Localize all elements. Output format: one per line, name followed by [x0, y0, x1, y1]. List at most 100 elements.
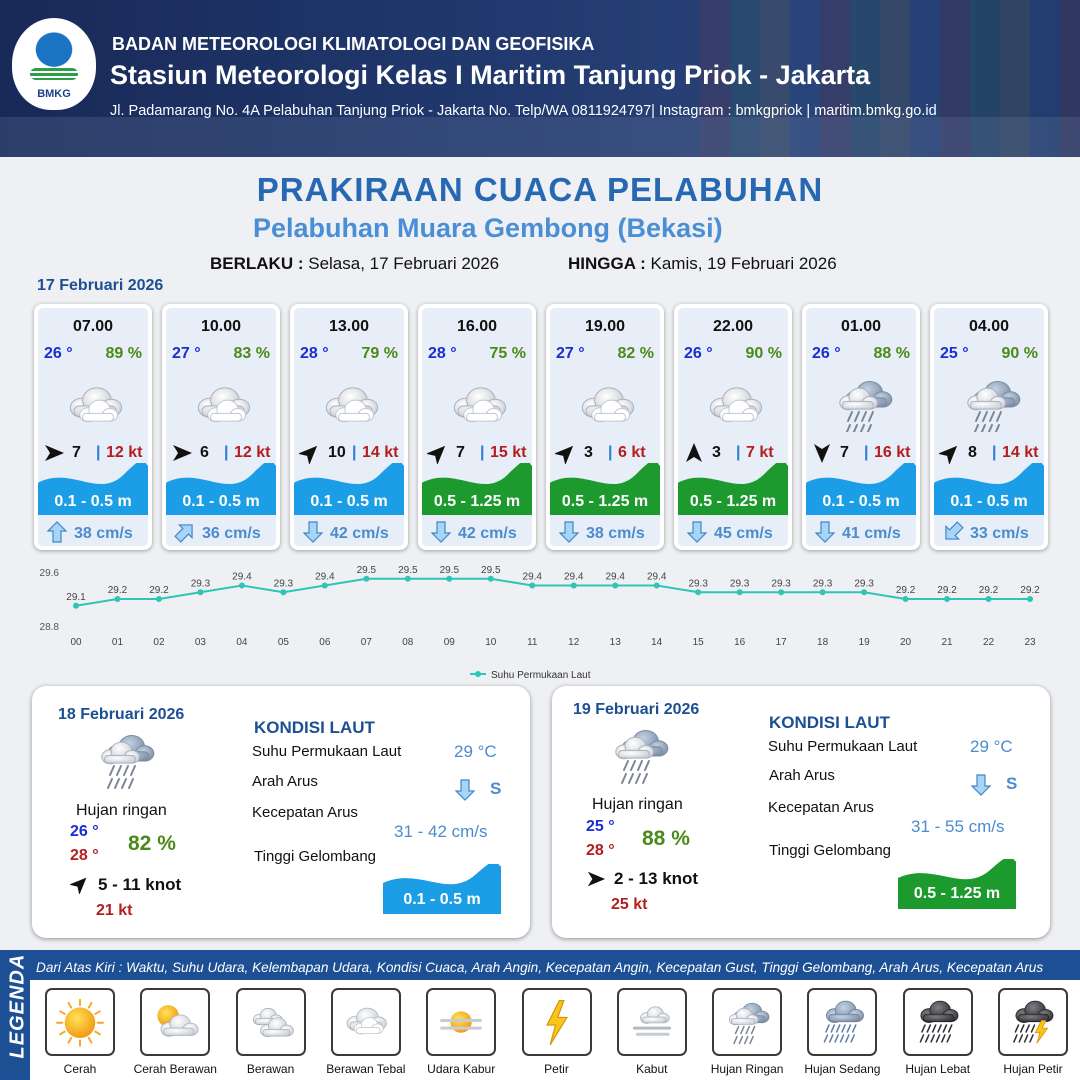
legend-tile — [712, 988, 783, 1056]
current-speed-value: 31 - 42 cm/s — [394, 822, 488, 841]
sst-point — [529, 582, 536, 589]
daily-gust: 25 kt — [611, 896, 648, 913]
sst-data-label: 29.2 — [108, 585, 128, 596]
wind-speed: 3 — [584, 444, 593, 461]
x-tick-label: 01 — [112, 637, 124, 648]
wind-direction-icon — [555, 445, 574, 464]
wind-direction-icon — [299, 445, 318, 464]
sst-point — [446, 575, 453, 582]
x-tick-label: 10 — [485, 637, 497, 648]
wind-direction-icon — [587, 871, 606, 887]
current-speed: 41 cm/s — [842, 525, 901, 542]
current-speed: 45 cm/s — [714, 525, 773, 542]
legend-label: LEGENDA — [6, 953, 29, 1059]
sst-data-label: 29.4 — [564, 572, 584, 583]
x-tick-label: 04 — [236, 637, 248, 648]
separator: | — [736, 444, 741, 461]
sst-point — [778, 589, 785, 596]
separator: | — [608, 444, 613, 461]
daily-temp-max: 28 ° — [586, 842, 615, 859]
sst-data-label: 29.4 — [523, 572, 543, 583]
station-address: Jl. Padamarang No. 4A Pelabuhan Tanjung … — [110, 103, 937, 119]
separator: | — [96, 444, 101, 461]
wave-height-icon — [294, 463, 404, 515]
port-background — [700, 0, 1080, 157]
wave-height: 0.1 - 0.5 m — [54, 493, 132, 510]
x-tick-label: 03 — [195, 637, 207, 648]
humidity: 89 % — [105, 345, 142, 362]
wind-speed: 7 — [456, 444, 465, 461]
legend-item-label: Hujan Ringan — [710, 1062, 784, 1076]
sst-data-label: 29.3 — [854, 578, 874, 589]
lightning-icon — [545, 1000, 568, 1046]
separator: | — [224, 444, 229, 461]
humidity: 79 % — [361, 345, 398, 362]
x-tick-label: 09 — [444, 637, 456, 648]
legend-item-label: Cerah Berawan — [133, 1062, 217, 1076]
forecast-card: 16.00 28 ° 75 % 7 | 15 kt 0.5 - 1.25 m 4… — [418, 304, 536, 550]
sst-data-label: 29.4 — [647, 572, 667, 583]
sst-data-label: 29.3 — [771, 578, 791, 589]
legend-icons: Cerah Cerah Berawan Berawan — [30, 980, 1080, 1080]
wave-height-icon — [806, 463, 916, 515]
forecast-time: 01.00 — [840, 318, 882, 335]
forecast-card: 07.00 26 ° 89 % 7 | 12 kt 0.1 - 0.5 m 38… — [34, 304, 152, 550]
sst-data-label: 29.2 — [149, 585, 169, 596]
overcast-icon — [581, 387, 635, 423]
light-rain-icon — [967, 381, 1021, 432]
sun-cloud-icon — [157, 1005, 199, 1037]
current-speed-label: Kecepatan Arus — [768, 799, 874, 816]
x-tick-label: 18 — [817, 637, 829, 648]
x-tick-label: 16 — [734, 637, 746, 648]
overcast-icon — [453, 387, 507, 423]
current-speed-label: Kecepatan Arus — [252, 804, 358, 821]
sst-data-label: 29.3 — [730, 578, 750, 589]
forecast-time: 10.00 — [200, 318, 242, 335]
wind-speed: 7 — [72, 444, 81, 461]
gust-speed: 6 kt — [618, 444, 646, 461]
separator: | — [992, 444, 997, 461]
haze-icon — [440, 1011, 482, 1033]
legend-series-name: Suhu Permukaan Laut — [491, 670, 591, 681]
sst-point — [321, 582, 328, 589]
current-direction-icon — [46, 521, 68, 543]
wind-direction-icon — [686, 443, 702, 462]
wave-height-icon — [422, 463, 532, 515]
forecast-time: 04.00 — [968, 318, 1010, 335]
moderate-rain-icon — [824, 1000, 865, 1043]
wind-speed: 3 — [712, 444, 721, 461]
humidity: 83 % — [233, 345, 270, 362]
air-temperature: 26 ° — [684, 345, 713, 362]
card-body: 16.00 28 ° 75 % 7 | 15 kt 0.5 - 1.25 m 4… — [422, 308, 532, 546]
gust-speed: 7 kt — [746, 444, 774, 461]
sst-point — [280, 589, 287, 596]
current-speed: 42 cm/s — [458, 525, 517, 542]
wave-height: 0.1 - 0.5 m — [950, 493, 1028, 510]
air-temperature: 27 ° — [172, 345, 201, 362]
daily-humidity: 88 % — [642, 827, 690, 850]
wave-height: 0.1 - 0.5 m — [310, 493, 388, 510]
sst-data-label: 29.2 — [896, 585, 916, 596]
current-direction-value: S — [1006, 774, 1018, 793]
banner-shade — [0, 0, 1080, 157]
gust-speed: 15 kt — [490, 444, 527, 461]
card-body: 01.00 26 ° 88 % 7 | 16 kt 0.1 - 0.5 m 41… — [806, 308, 916, 546]
wind-direction-icon — [814, 444, 830, 463]
legend-item-label: Udara Kabur — [427, 1062, 496, 1076]
current-direction-icon — [814, 521, 836, 543]
daily-condition: Hujan ringan — [76, 802, 167, 819]
legend-tile — [235, 988, 306, 1056]
sst-data-label: 29.2 — [1020, 585, 1040, 596]
sst-point — [985, 596, 992, 602]
current-direction-icon — [945, 521, 964, 540]
legend-tile — [902, 988, 973, 1056]
cloudy-icon — [252, 1007, 294, 1038]
legend-item-label: Berawan Tebal — [326, 1062, 406, 1076]
overcast-icon — [346, 1007, 387, 1035]
valid-from: BERLAKU : Selasa, 17 Februari 2026 — [210, 254, 499, 274]
thunderstorm-icon — [1013, 1000, 1054, 1044]
sst-point — [155, 596, 162, 602]
current-direction-icon — [970, 774, 992, 796]
x-tick-label: 21 — [941, 637, 953, 648]
wind-speed: 8 — [968, 444, 977, 461]
